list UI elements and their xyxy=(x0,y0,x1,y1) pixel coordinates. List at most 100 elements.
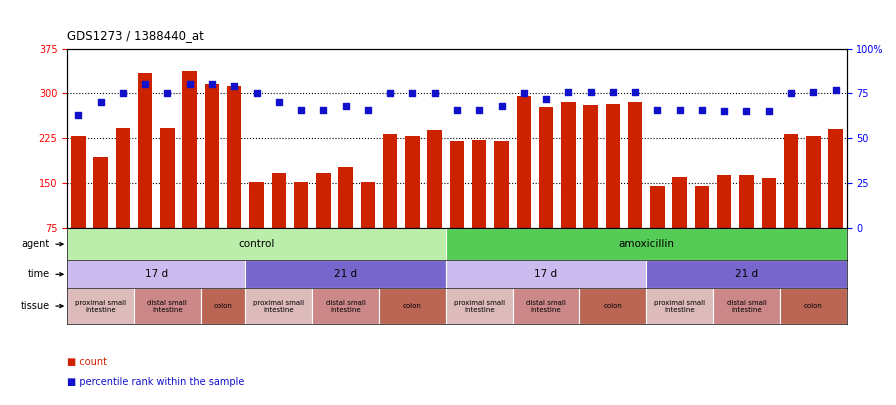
Bar xyxy=(294,182,308,228)
Text: time: time xyxy=(28,269,50,279)
Bar xyxy=(227,86,242,228)
Text: distal small
intestine: distal small intestine xyxy=(526,300,566,313)
Point xyxy=(183,81,197,88)
Point xyxy=(205,81,220,88)
Point xyxy=(271,99,286,106)
Text: 21 d: 21 d xyxy=(735,269,758,279)
Bar xyxy=(379,288,446,324)
Bar xyxy=(134,288,201,324)
Bar xyxy=(495,141,509,228)
Point xyxy=(495,103,509,109)
Bar xyxy=(580,288,646,324)
Text: ■ percentile rank within the sample: ■ percentile rank within the sample xyxy=(67,377,245,387)
Text: 21 d: 21 d xyxy=(334,269,358,279)
Point xyxy=(405,90,419,97)
Bar xyxy=(561,102,575,228)
Text: colon: colon xyxy=(603,303,623,309)
Text: distal small
intestine: distal small intestine xyxy=(727,300,766,313)
Bar xyxy=(672,177,687,228)
Bar xyxy=(646,288,713,324)
Bar xyxy=(183,71,197,228)
Text: ■ count: ■ count xyxy=(67,356,108,367)
Text: control: control xyxy=(238,239,275,249)
Bar xyxy=(780,288,847,324)
Bar xyxy=(446,260,646,288)
Point xyxy=(160,90,175,97)
Point xyxy=(762,108,776,115)
Point xyxy=(339,103,353,109)
Text: 17 d: 17 d xyxy=(145,269,168,279)
Point xyxy=(249,90,263,97)
Point xyxy=(294,106,308,113)
Bar xyxy=(67,288,134,324)
Point xyxy=(561,88,575,95)
Bar xyxy=(538,107,554,228)
Bar xyxy=(67,228,446,260)
Point xyxy=(583,88,598,95)
Point xyxy=(717,108,731,115)
Point xyxy=(227,83,241,90)
Bar xyxy=(271,173,286,228)
Point xyxy=(538,96,553,102)
Bar xyxy=(201,288,246,324)
Text: proximal small
intestine: proximal small intestine xyxy=(654,300,705,313)
Bar xyxy=(93,158,108,228)
Point xyxy=(784,90,798,97)
Point xyxy=(450,106,464,113)
Bar xyxy=(784,134,798,228)
Bar xyxy=(446,288,513,324)
Text: distal small
intestine: distal small intestine xyxy=(325,300,366,313)
Text: distal small
intestine: distal small intestine xyxy=(148,300,187,313)
Point xyxy=(829,87,843,93)
Point xyxy=(383,90,397,97)
Text: colon: colon xyxy=(804,303,823,309)
Point xyxy=(316,106,331,113)
Bar xyxy=(339,167,353,228)
Bar xyxy=(606,104,620,228)
Bar xyxy=(316,173,331,228)
Bar xyxy=(360,182,375,228)
Point xyxy=(650,106,665,113)
Bar xyxy=(646,260,847,288)
Text: colon: colon xyxy=(213,303,233,309)
Bar xyxy=(312,288,379,324)
Bar xyxy=(450,141,464,228)
Point xyxy=(93,99,108,106)
Point xyxy=(116,90,130,97)
Point xyxy=(739,108,754,115)
Bar xyxy=(516,96,531,228)
Point xyxy=(472,106,487,113)
Bar xyxy=(628,102,642,228)
Text: GDS1273 / 1388440_at: GDS1273 / 1388440_at xyxy=(67,30,204,43)
Bar xyxy=(116,128,130,228)
Bar xyxy=(713,288,780,324)
Bar xyxy=(513,288,580,324)
Point xyxy=(361,106,375,113)
Bar xyxy=(71,136,86,228)
Bar xyxy=(405,136,419,228)
Point xyxy=(138,81,152,88)
Text: tissue: tissue xyxy=(21,301,50,311)
Bar xyxy=(246,288,312,324)
Text: colon: colon xyxy=(403,303,422,309)
Point xyxy=(606,88,620,95)
Bar xyxy=(583,105,598,228)
Bar xyxy=(204,85,220,228)
Text: 17 d: 17 d xyxy=(535,269,557,279)
Bar xyxy=(828,129,843,228)
Bar xyxy=(717,175,731,228)
Bar xyxy=(427,130,442,228)
Point xyxy=(517,90,531,97)
Text: amoxicillin: amoxicillin xyxy=(618,239,675,249)
Text: agent: agent xyxy=(22,239,50,249)
Bar xyxy=(806,136,821,228)
Bar xyxy=(446,228,847,260)
Bar xyxy=(739,175,754,228)
Point xyxy=(427,90,442,97)
Bar xyxy=(472,140,487,228)
Text: proximal small
intestine: proximal small intestine xyxy=(254,300,305,313)
Bar xyxy=(383,134,398,228)
Point xyxy=(71,112,85,118)
Bar xyxy=(650,186,665,228)
Bar xyxy=(762,178,776,228)
